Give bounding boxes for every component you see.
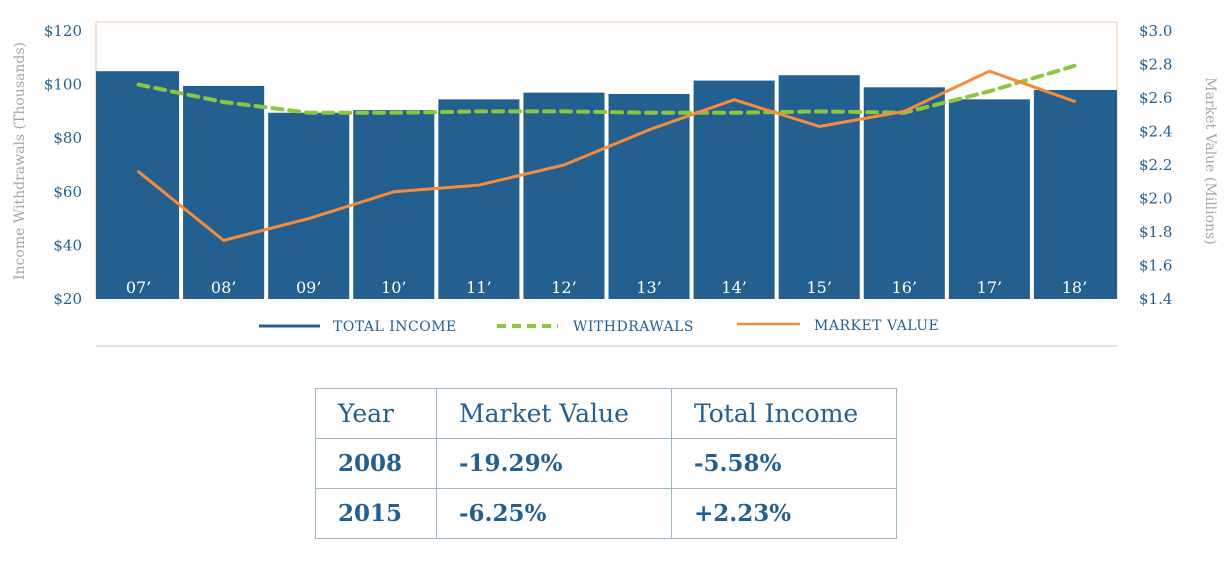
bar-year-label: 15’ <box>806 278 831 297</box>
left-tick-label: $40 <box>53 236 82 254</box>
right-tick-label: $2.8 <box>1139 56 1172 74</box>
withdrawals-line <box>136 63 1077 115</box>
income-bar <box>948 99 1030 299</box>
header-total-income: Total Income <box>671 388 897 439</box>
right-tick-label: $2.4 <box>1139 123 1172 141</box>
bar-year-label: 17’ <box>977 278 1002 297</box>
bar-year-label: 10’ <box>381 278 406 297</box>
right-tick-label: $2.2 <box>1139 156 1172 174</box>
income-bar <box>353 110 435 299</box>
income-bar <box>96 71 180 299</box>
table-row: 2015 -6.25% +2.23% <box>315 488 897 539</box>
income-bar <box>438 99 520 299</box>
right-tick-label: $3.0 <box>1139 22 1172 40</box>
right-axis-ticks: $1.4 $1.6 $1.8 $2.0 $2.2 $2.4 $2.6 $2.8 $3.0 <box>1139 22 1172 308</box>
bar-year-label: 09’ <box>296 278 321 297</box>
legend-withdrawals-label: WITHDRAWALS <box>573 319 694 335</box>
right-tick-label: $2.0 <box>1139 190 1172 208</box>
left-axis-title: Income Withdrawals (Thousands) <box>12 42 28 280</box>
right-tick-label: $1.4 <box>1139 290 1172 308</box>
market-value-line <box>137 69 1076 242</box>
header-market-value: Market Value <box>436 388 672 439</box>
left-axis-ticks: $20 $40 $60 $80 $100 $120 <box>44 22 82 308</box>
right-tick-label: $1.6 <box>1139 257 1172 275</box>
cell-market-value: -19.29% <box>436 438 672 489</box>
legend: TOTAL INCOME WITHDRAWALS MARKET VALUE <box>259 318 939 335</box>
right-tick-label: $1.8 <box>1139 223 1172 241</box>
right-axis-title: Market Value (Millions) <box>1202 77 1218 244</box>
bar-year-label: 16’ <box>892 278 917 297</box>
income-bar <box>268 112 350 300</box>
bar-year-label: 12’ <box>551 278 576 297</box>
left-tick-label: $100 <box>44 76 82 94</box>
income-bar <box>608 93 690 299</box>
legend-total-income-label: TOTAL INCOME <box>333 319 457 335</box>
income-bar <box>863 87 945 299</box>
bar-year-label: 08’ <box>211 278 236 297</box>
lines-group <box>136 63 1077 242</box>
cell-year: 2008 <box>315 438 437 489</box>
bar-year-label: 07’ <box>126 278 151 297</box>
income-bar <box>183 85 265 299</box>
income-bar <box>693 80 775 299</box>
combo-chart: 07’ 08’ 09’ 10’ 11’ 12’ 13’ 14’ 15’ 16’ 17’ 18’ $20… <box>12 21 1218 347</box>
cell-total-income: +2.23% <box>671 488 897 539</box>
left-tick-label: $20 <box>53 290 82 308</box>
bar-year-label: 11’ <box>466 278 491 297</box>
income-bar <box>778 75 860 299</box>
bar-year-label: 18’ <box>1062 278 1087 297</box>
bar-labels-group: 07’ 08’ 09’ 10’ 11’ 12’ 13’ 14’ 15’ 16’ 17’ 18’ <box>126 278 1087 297</box>
legend-market-value-label: MARKET VALUE <box>814 318 939 334</box>
bar-year-label: 13’ <box>636 278 661 297</box>
right-tick-label: $2.6 <box>1139 89 1172 107</box>
table-row: 2008 -19.29% -5.58% <box>315 438 897 489</box>
table-header-row: Year Market Value Total Income <box>315 388 897 439</box>
cell-total-income: -5.58% <box>671 438 897 489</box>
income-bar <box>523 92 605 299</box>
left-tick-label: $120 <box>44 22 82 40</box>
bars-group <box>96 71 1117 300</box>
left-tick-label: $80 <box>53 129 82 147</box>
cell-market-value: -6.25% <box>436 488 672 539</box>
cell-year: 2015 <box>315 488 437 539</box>
income-bar <box>1033 89 1117 300</box>
bar-year-label: 14’ <box>721 278 746 297</box>
header-year: Year <box>315 388 437 439</box>
summary-table: Year Market Value Total Income 2008 -19.… <box>315 388 897 539</box>
left-tick-label: $60 <box>53 183 82 201</box>
